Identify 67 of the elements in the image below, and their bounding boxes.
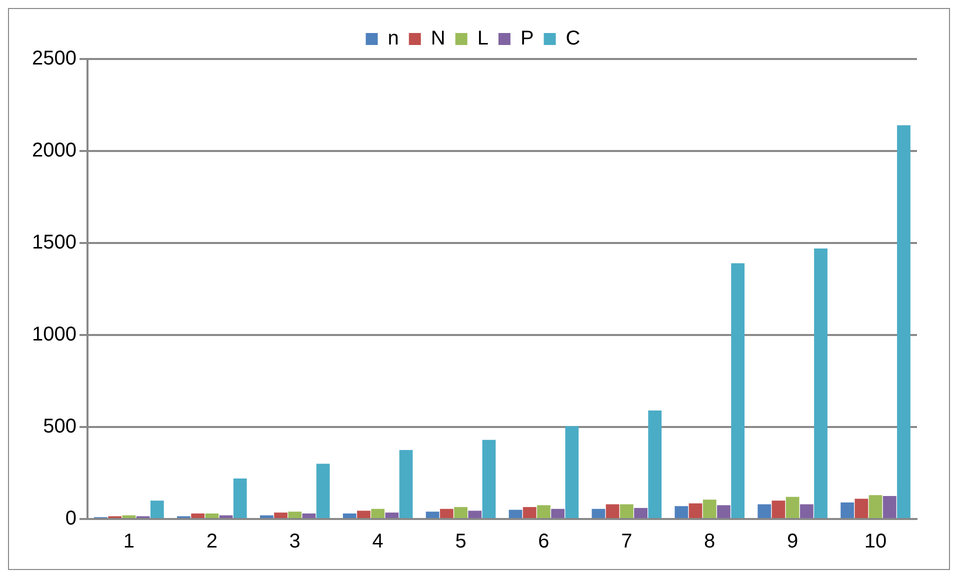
bar	[219, 515, 233, 518]
x-tick-label: 6	[538, 530, 550, 553]
bar	[371, 508, 385, 518]
bar	[620, 504, 634, 518]
bar	[592, 508, 606, 518]
bar	[260, 515, 274, 518]
bar	[508, 510, 522, 518]
x-tick-label: 1	[123, 530, 135, 553]
bar	[122, 515, 136, 518]
bar	[606, 504, 620, 518]
bar	[882, 496, 896, 518]
legend-label: L	[477, 28, 488, 50]
bar	[551, 508, 565, 518]
x-tick-label: 8	[704, 530, 716, 553]
bar	[717, 505, 730, 518]
legend-label: P	[520, 28, 534, 50]
bar	[316, 464, 330, 518]
bar	[205, 513, 219, 518]
bar	[468, 510, 482, 518]
bar	[191, 513, 205, 518]
bar	[688, 503, 702, 518]
bar	[150, 500, 164, 518]
bar	[482, 440, 496, 518]
x-tick-label: 4	[372, 530, 384, 553]
bar	[233, 478, 247, 518]
y-tick-label: 1000	[32, 324, 76, 346]
legend-label: C	[566, 28, 580, 50]
bar	[868, 495, 882, 518]
bar	[302, 513, 316, 518]
y-tick-label: 500	[43, 416, 76, 438]
bar	[454, 507, 468, 518]
legend-label: n	[388, 28, 399, 50]
y-tick-label: 2000	[32, 140, 76, 162]
bar	[399, 450, 413, 518]
x-tick-label: 5	[455, 530, 466, 553]
bar	[385, 512, 399, 518]
x-tick-label: 10	[864, 530, 887, 553]
bar	[758, 504, 772, 518]
y-tick-label: 2500	[32, 48, 76, 70]
bar	[522, 507, 536, 518]
x-tick-label: 9	[787, 530, 798, 553]
x-tick-label: 2	[206, 530, 218, 553]
y-tick-label: 0	[65, 508, 76, 530]
bar	[814, 248, 828, 518]
bar	[772, 500, 786, 518]
bar	[440, 508, 454, 518]
bar	[565, 426, 579, 518]
bar	[648, 410, 662, 518]
bar	[674, 506, 688, 518]
bar	[634, 508, 648, 518]
bar	[537, 505, 550, 518]
bar	[702, 500, 716, 518]
bar	[840, 502, 854, 518]
bar	[288, 512, 302, 518]
bar	[426, 512, 440, 518]
x-tick-label: 7	[621, 530, 632, 553]
bar	[357, 510, 370, 518]
bar	[786, 496, 800, 518]
bar	[731, 263, 745, 518]
x-tick-label: 3	[289, 530, 300, 553]
bar	[854, 498, 868, 518]
bar	[800, 504, 814, 518]
bar	[274, 512, 288, 518]
legend-label: N	[430, 28, 446, 50]
y-tick-label: 1500	[32, 232, 76, 254]
bar	[342, 513, 356, 518]
bar	[897, 125, 910, 518]
